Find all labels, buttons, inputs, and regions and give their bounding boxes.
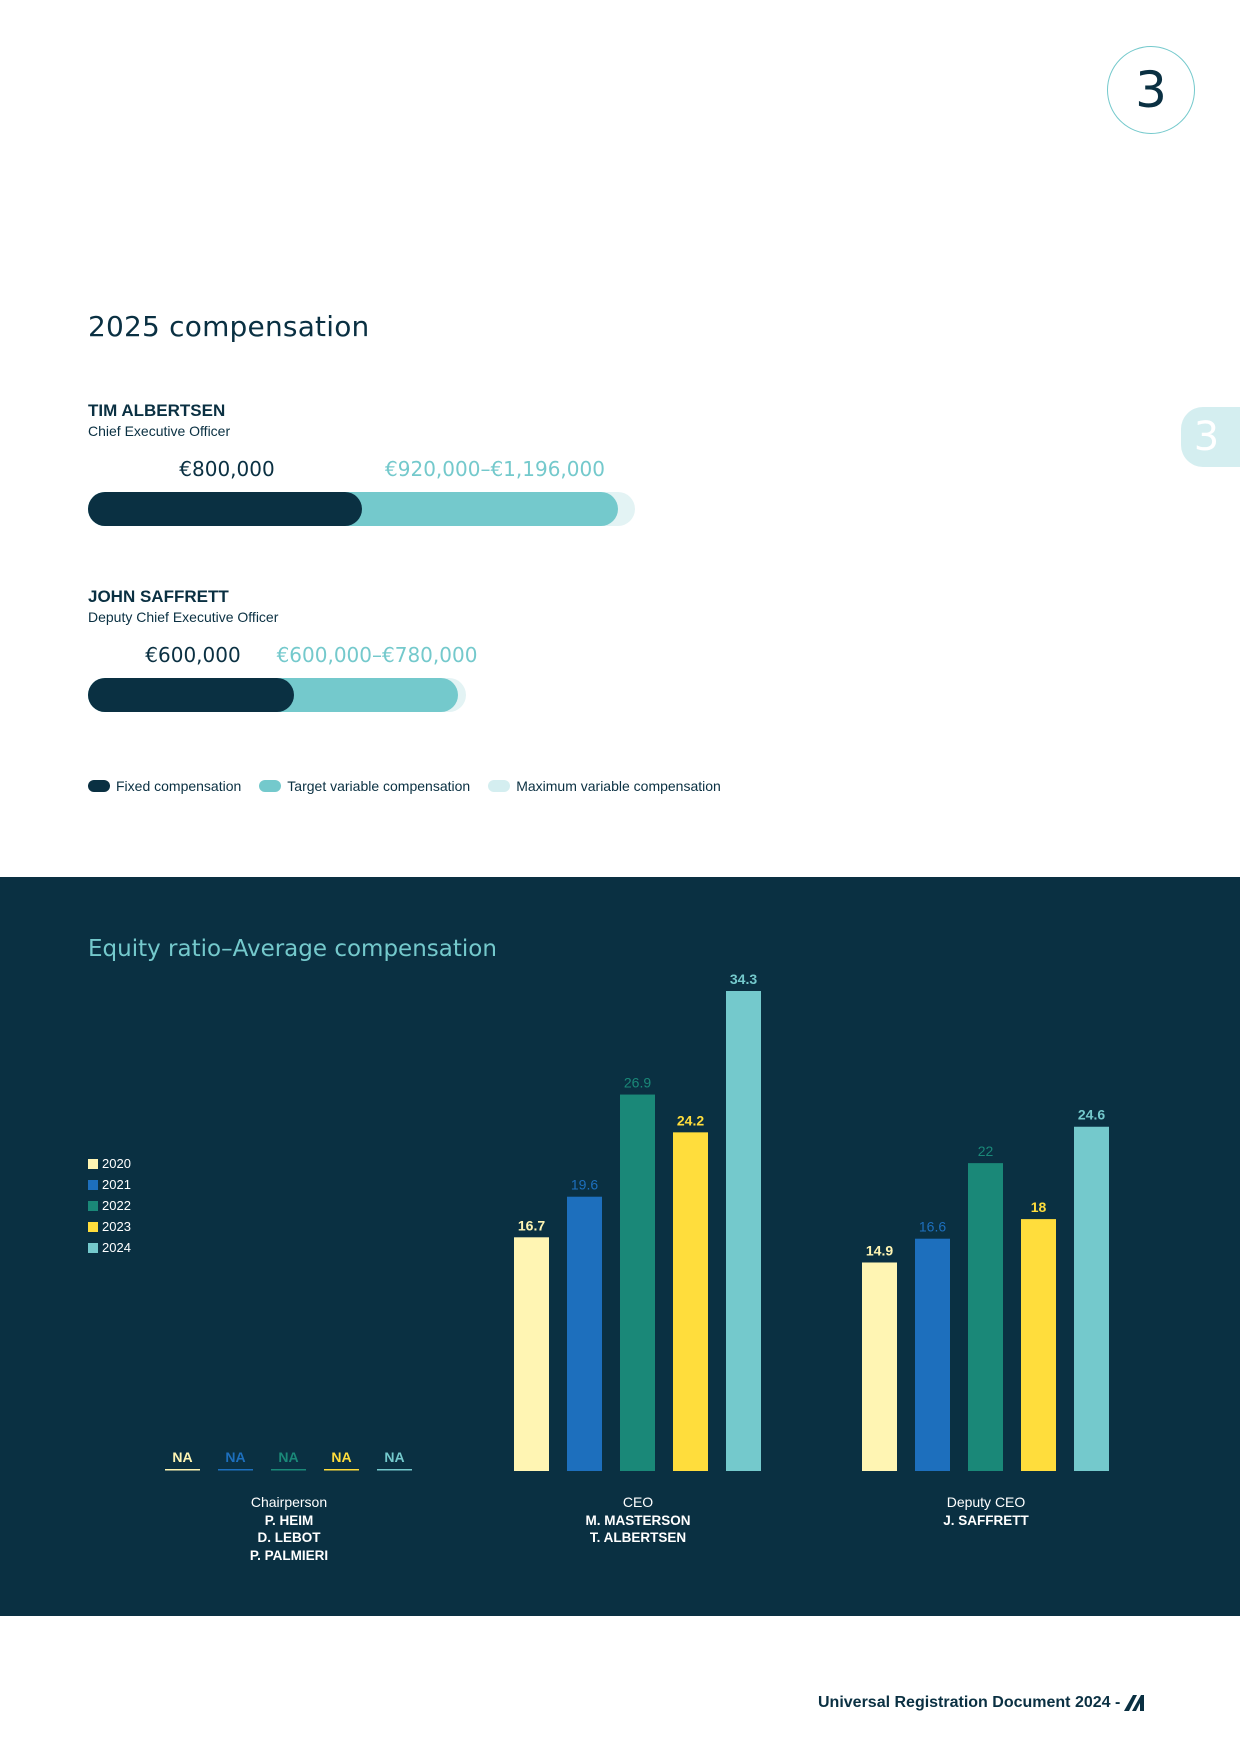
data-label: NA xyxy=(331,1449,351,1465)
bar-deputy-ceo-2023 xyxy=(1021,1219,1056,1471)
group-label-chairperson: Chairperson P. HEIM D. LEBOT P. PALMIERI xyxy=(169,1494,409,1564)
data-label: NA xyxy=(278,1449,298,1465)
legend-item-2021: 2021 xyxy=(88,1174,131,1195)
group-label-deputy-ceo: Deputy CEO J. SAFFRETT xyxy=(866,1494,1106,1529)
legend-item-2023: 2023 xyxy=(88,1216,131,1237)
group-role: Deputy CEO xyxy=(946,1494,1026,1510)
legend-label: 2022 xyxy=(102,1198,131,1213)
bar-ceo-2023 xyxy=(673,1132,708,1471)
compensation-legend: Fixed compensation Target variable compe… xyxy=(88,778,739,794)
legend-item-2024: 2024 xyxy=(88,1237,131,1258)
chapter-side-tab[interactable]: 3 xyxy=(1181,407,1240,467)
na-marker-2020 xyxy=(165,1469,200,1471)
page-footer: Universal Registration Document 2024 - xyxy=(818,1694,1145,1712)
data-label: 16.7 xyxy=(518,1217,545,1233)
bar-deputy-ceo-2021 xyxy=(915,1238,950,1471)
group-person: P. HEIM xyxy=(264,1512,314,1528)
legend-item-target: Target variable compensation xyxy=(259,778,470,794)
bar-ceo-2022 xyxy=(620,1094,655,1471)
executive-name: JOHN SAFFRETT xyxy=(88,587,229,606)
data-label: 19.6 xyxy=(571,1177,598,1193)
fixed-amount-label: €600,000 xyxy=(145,643,241,667)
legend-label: Target variable compensation xyxy=(287,778,471,794)
legend-swatch xyxy=(88,1158,98,1169)
executive-role: Deputy Chief Executive Officer xyxy=(88,609,279,625)
data-label: 26.9 xyxy=(624,1075,651,1091)
legend-label: 2023 xyxy=(102,1219,131,1234)
bar-ceo-2024 xyxy=(726,991,761,1471)
equity-ratio-bar-chart: NA NA NA NA NA 16.7 19.6 26.9 24.2 34.3 14.9 16.6 22… xyxy=(165,971,1109,1471)
data-label: 24.6 xyxy=(1078,1107,1105,1123)
bar-ceo-2020 xyxy=(514,1237,549,1471)
legend-label: Maximum variable compensation xyxy=(516,778,721,794)
legend-swatch xyxy=(259,780,282,792)
legend-item-maximum: Maximum variable compensation xyxy=(488,778,721,794)
data-label: 22 xyxy=(978,1143,994,1159)
fixed-segment xyxy=(88,678,294,712)
legend-swatch xyxy=(88,1221,98,1232)
data-label: 34.3 xyxy=(730,971,757,987)
legend-label: 2020 xyxy=(102,1156,131,1171)
variable-amount-label: €600,000–€780,000 xyxy=(276,643,478,667)
group-person: J. SAFFRETT xyxy=(943,1512,1029,1528)
legend-label: 2021 xyxy=(102,1177,131,1192)
year-legend: 2020 2021 2022 2023 2024 xyxy=(88,1153,131,1258)
data-label: 16.6 xyxy=(919,1219,946,1235)
executive-name: TIM ALBERTSEN xyxy=(88,401,226,420)
na-marker-2022 xyxy=(271,1469,306,1471)
fixed-amount-label: €800,000 xyxy=(179,457,275,481)
group-person: M. MASTERSON xyxy=(585,1512,691,1528)
bar-deputy-ceo-2020 xyxy=(862,1262,897,1471)
legend-label: Fixed compensation xyxy=(116,778,242,794)
legend-swatch xyxy=(88,1200,98,1211)
na-marker-2023 xyxy=(324,1469,359,1471)
group-person: D. LEBOT xyxy=(257,1530,321,1545)
bar-deputy-ceo-2022 xyxy=(968,1163,1003,1471)
data-label: NA xyxy=(172,1449,192,1465)
group-role: CEO xyxy=(622,1494,654,1510)
group-person: T. ALBERTSEN xyxy=(589,1530,687,1545)
group-label-ceo: CEO M. MASTERSON T. ALBERTSEN xyxy=(518,1494,758,1547)
data-label: 18 xyxy=(1031,1199,1047,1215)
legend-swatch xyxy=(88,1179,98,1190)
group-person: P. PALMIERI xyxy=(249,1547,329,1563)
company-logo-icon xyxy=(1124,1695,1145,1711)
legend-item-2022: 2022 xyxy=(88,1195,131,1216)
legend-item-fixed: Fixed compensation xyxy=(88,778,241,794)
bar-deputy-ceo-2024 xyxy=(1074,1126,1109,1471)
legend-swatch xyxy=(88,1242,98,1253)
chart-title: Equity ratio–Average compensation xyxy=(88,936,497,962)
na-marker-2024 xyxy=(377,1469,412,1471)
data-label: NA xyxy=(225,1449,245,1465)
executive-role: Chief Executive Officer xyxy=(88,423,231,439)
bar-ceo-2021 xyxy=(567,1196,602,1471)
variable-amount-label: €920,000–€1,196,000 xyxy=(385,457,605,481)
data-label: 24.2 xyxy=(677,1112,704,1128)
footer-text: Universal Registration Document 2024 - xyxy=(818,1694,1121,1711)
legend-swatch xyxy=(88,780,110,792)
group-role: Chairperson xyxy=(250,1494,328,1510)
section-title: 2025 compensation xyxy=(88,310,370,343)
fixed-segment xyxy=(88,492,362,526)
legend-swatch xyxy=(488,780,511,792)
na-marker-2021 xyxy=(218,1469,253,1471)
legend-label: 2024 xyxy=(102,1240,131,1255)
data-label: NA xyxy=(384,1449,404,1465)
compensation-bar xyxy=(88,492,635,526)
chapter-number-badge: 3 xyxy=(1107,46,1195,134)
data-label: 14.9 xyxy=(866,1242,893,1258)
legend-item-2020: 2020 xyxy=(88,1153,131,1174)
compensation-bar xyxy=(88,678,466,712)
